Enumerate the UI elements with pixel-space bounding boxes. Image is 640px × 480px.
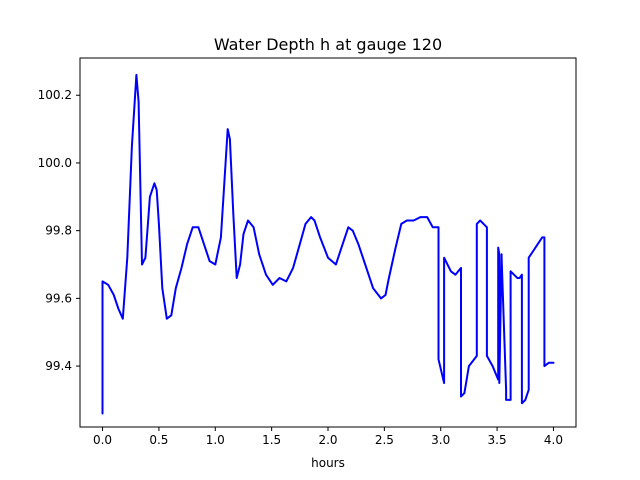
y-tick-label: 100.0 [38,156,72,170]
y-tick-label: 99.8 [45,224,72,238]
y-tick-label: 100.2 [38,88,72,102]
y-axis-ticks: 99.4 99.6 99.8 100.0 100.2 [38,88,80,373]
x-tick-label: 3.0 [431,433,450,447]
x-axis-ticks: 0.0 0.5 1.0 1.5 2.0 2.5 3.0 3.5 4.0 [93,427,563,447]
x-tick-label: 0.0 [93,433,112,447]
x-tick-label: 0.5 [149,433,168,447]
plot-frame [79,57,577,428]
chart-title: Water Depth h at gauge 120 [214,35,442,54]
water-depth-series-line [101,73,555,415]
x-axis-label: hours [311,456,345,470]
x-tick-label: 4.0 [544,433,563,447]
x-tick-label: 3.5 [488,433,507,447]
y-tick-label: 99.6 [45,291,72,305]
x-tick-label: 1.5 [262,433,281,447]
y-tick-label: 99.4 [45,359,72,373]
x-tick-label: 1.0 [206,433,225,447]
x-tick-label: 2.0 [318,433,337,447]
x-tick-label: 2.5 [375,433,394,447]
